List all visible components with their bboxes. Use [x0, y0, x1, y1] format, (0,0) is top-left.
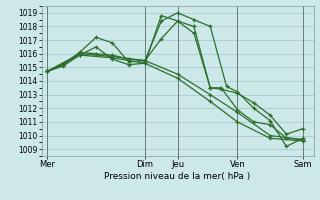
X-axis label: Pression niveau de la mer( hPa ): Pression niveau de la mer( hPa ) [104, 172, 251, 181]
